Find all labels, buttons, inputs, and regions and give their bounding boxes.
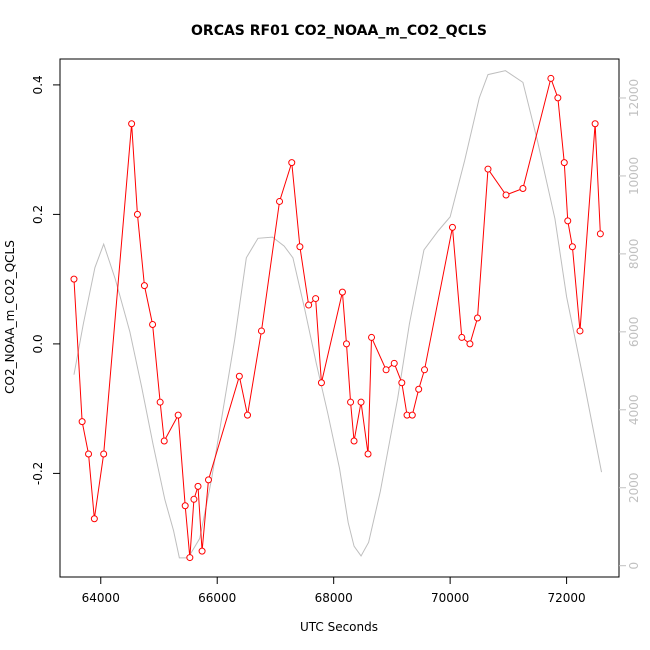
data-point [70,275,78,283]
data-point [408,411,416,419]
y2-tick-label: 12000 [627,79,641,117]
data-point [466,340,474,348]
data-point [458,333,466,341]
y2-tick-label: 2000 [627,472,641,503]
data-point [338,288,346,296]
y-axis: -0.2 0.0 0.2 0.4 [31,75,60,485]
plot-frame [59,58,620,578]
data-point [421,366,429,374]
data-point [90,515,98,523]
x-tick-label: 72000 [548,591,586,605]
data-point [350,437,358,445]
data-point [547,74,555,82]
data-point [257,327,265,335]
data-point [174,411,182,419]
chart-title: ORCAS RF01 CO2_NOAA_m_CO2_QCLS [191,23,487,39]
data-point [194,482,202,490]
data-point [382,366,390,374]
data-point [288,159,296,167]
data-point [317,379,325,387]
y-axis-label: CO2_NOAA_m_CO2_QCLS [3,240,17,394]
data-point [85,450,93,458]
y-tick-label: 0.2 [31,205,45,224]
data-point [364,450,372,458]
data-point [591,120,599,128]
data-point [568,243,576,251]
data-point [448,223,456,231]
data-point [276,197,284,205]
data-point [564,217,572,225]
data-point [186,554,194,562]
data-point [596,230,604,238]
data-point [156,398,164,406]
data-point [474,314,482,322]
data-point [390,359,398,367]
data-point [190,495,198,503]
data-point [198,547,206,555]
y-tick-label: 0.4 [31,75,45,94]
data-point [554,94,562,102]
data-point [128,120,136,128]
x-tick-label: 66000 [198,591,236,605]
data-point [133,210,141,218]
y2-tick-label: 6000 [627,317,641,348]
data-point [312,295,320,303]
co2-diff-line [73,76,601,558]
data-point [296,243,304,251]
data-point [519,185,527,192]
y-tick-label: -0.2 [31,462,45,485]
data-point [100,450,108,458]
data-point [160,437,168,445]
y-tick-label: 0.0 [31,334,45,353]
data-point [484,165,492,173]
x-tick-label: 64000 [82,591,120,605]
data-point [415,385,423,393]
data-point [357,398,365,406]
data-point [342,340,350,348]
data-point [347,398,355,406]
altitude-line [73,70,603,559]
series-group [70,70,604,562]
data-point [576,327,584,335]
x-tick-label: 68000 [315,591,353,605]
x-axis-label: UTC Seconds [300,620,378,634]
data-point [149,320,157,328]
x-axis: 64000 66000 68000 70000 72000 [82,577,586,605]
data-point [560,159,568,167]
y2-tick-label: 10000 [627,157,641,195]
data-point [502,191,510,199]
secondary-y-axis: 0 2000 4000 6000 8000 10000 12000 [619,79,641,570]
data-point [140,282,148,290]
x-tick-label: 70000 [431,591,469,605]
data-point [243,411,251,419]
data-point [235,372,243,380]
data-point [204,476,212,484]
y2-tick-label: 0 [627,562,641,570]
data-point [305,301,313,309]
data-point [398,379,406,387]
data-point [368,333,376,341]
data-point [78,418,86,426]
y2-tick-label: 8000 [627,239,641,270]
y2-tick-label: 4000 [627,395,641,426]
data-point [181,502,189,510]
